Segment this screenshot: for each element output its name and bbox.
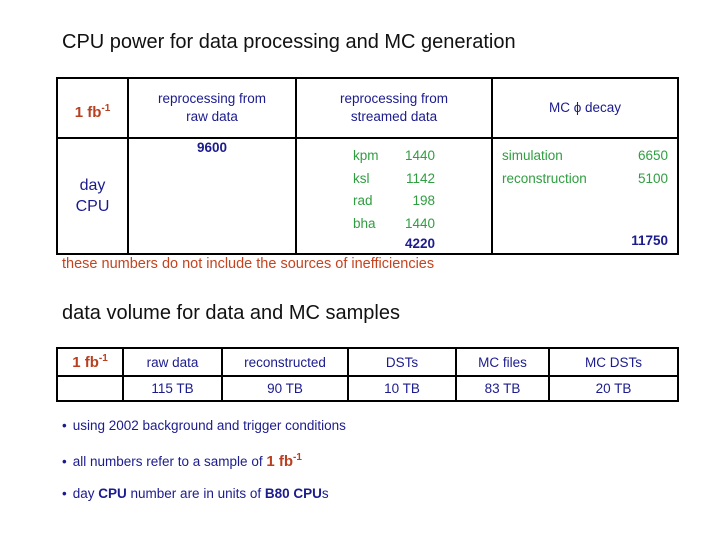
luminosity-unit: 1 fb-1	[266, 452, 302, 470]
luminosity-unit: 1 fb-1	[72, 353, 108, 371]
process-value: 1440	[404, 148, 435, 163]
header-reprocessing-streamed: reprocessing from streamed data	[295, 77, 493, 139]
process-label: kpm	[353, 148, 379, 163]
breakdown-row: ksl 1142	[353, 168, 435, 191]
header-mc-phi-decay: MC ϕ decay	[491, 77, 679, 139]
cpu-table-header-row: 1 fb-1 reprocessing from raw data reproc…	[56, 77, 679, 139]
mc-breakdown: simulation 6650 reconstruction 5100 1175…	[502, 145, 668, 249]
unit-base: 1 fb	[74, 104, 102, 121]
dsts-volume: 10 TB	[347, 375, 457, 402]
breakdown-row: reconstruction 5100	[502, 168, 668, 191]
bullet-text: s	[321, 486, 329, 501]
process-label: bha	[353, 215, 376, 231]
process-value: 5100	[637, 170, 668, 186]
header-mc-dsts: MC DSTs	[548, 347, 679, 377]
bullet-cpu-units: • day CPU number are in units of B80 CPUs	[62, 485, 346, 502]
empty-cell	[56, 375, 124, 402]
unit-base: 1 fb	[266, 453, 293, 470]
bullet-background-conditions: • using 2002 background and trigger condi…	[62, 417, 346, 434]
bullet-text: using 2002 background and trigger condit…	[72, 418, 346, 433]
bullet-marker: •	[62, 486, 67, 501]
footnotes: • using 2002 background and trigger condi…	[62, 417, 346, 517]
volume-table-value-row: 115 TB 90 TB 10 TB 83 TB 20 TB	[56, 375, 679, 402]
inefficiency-note: these numbers do not include the sources…	[62, 256, 435, 272]
mc-dsts-volume: 20 TB	[548, 375, 679, 402]
header-raw-data: raw data	[122, 347, 223, 377]
cpu-table: 1 fb-1 reprocessing from raw data reproc…	[56, 77, 679, 255]
bullet-marker: •	[62, 454, 67, 469]
process-value: 1142	[405, 170, 435, 186]
section-title-data-volume: data volume for data and MC samples	[62, 302, 400, 324]
breakdown-row: kpm 1440	[353, 145, 435, 168]
header-dsts: DSTs	[347, 347, 457, 377]
bullet-marker: •	[62, 418, 67, 433]
reconstructed-volume: 90 TB	[221, 375, 349, 402]
bullet-text-bold: CPU	[98, 486, 127, 501]
cpu-table-unit-cell: 1 fb-1	[56, 77, 129, 139]
raw-data-volume: 115 TB	[122, 375, 223, 402]
process-value: 6650	[637, 148, 668, 163]
header-reprocessing-raw: reprocessing from raw data	[127, 77, 297, 139]
raw-total: 9600	[196, 140, 228, 155]
streamed-breakdown: kpm 1440 ksl 1142 rad 198 bha 1440	[353, 145, 435, 251]
breakdown-row: bha 1440	[353, 213, 435, 236]
streamed-total: 4220	[404, 236, 435, 251]
mc-total: 11750	[631, 233, 668, 248]
mc-decay-cell: simulation 6650 reconstruction 5100 1175…	[491, 137, 679, 255]
process-label: reconstruction	[502, 170, 587, 186]
volume-table-unit-cell: 1 fb-1	[56, 347, 124, 377]
header-mc-files: MC files	[455, 347, 550, 377]
bullet-text: day	[72, 486, 99, 501]
streamed-data-cell: kpm 1440 ksl 1142 rad 198 bha 1440	[295, 137, 493, 255]
volume-table-header-row: 1 fb-1 raw data reconstructed DSTs MC fi…	[56, 347, 679, 377]
process-value: 1440	[404, 215, 435, 231]
slide-title: CPU power for data processing and MC gen…	[62, 31, 516, 53]
bullet-sample-size: • all numbers refer to a sample of 1 fb-1	[62, 449, 346, 470]
unit-exponent: -1	[293, 452, 302, 463]
data-volume-table: 1 fb-1 raw data reconstructed DSTs MC fi…	[56, 347, 679, 402]
header-reconstructed: reconstructed	[221, 347, 349, 377]
unit-base: 1 fb	[72, 354, 99, 371]
process-label: rad	[353, 193, 373, 208]
day-cpu-label: day CPU	[56, 137, 129, 255]
bullet-text: all numbers refer to a sample of	[72, 454, 267, 469]
mc-files-volume: 83 TB	[455, 375, 550, 402]
cpu-table-body-row: day CPU 9600 kpm 1440 ksl 1142 rad	[56, 137, 679, 255]
luminosity-unit: 1 fb-1	[74, 103, 111, 121]
process-value: 198	[412, 193, 435, 208]
spacer	[502, 190, 668, 232]
bullet-text: number are in units of	[126, 486, 265, 501]
raw-data-cell: 9600	[127, 137, 297, 255]
process-label: ksl	[353, 170, 370, 186]
unit-exponent: -1	[98, 353, 108, 364]
breakdown-row: rad 198	[353, 190, 435, 213]
unit-exponent: -1	[101, 103, 111, 114]
bullet-text-bold: B80 CPU	[264, 486, 322, 501]
breakdown-row: simulation 6650	[502, 145, 668, 168]
process-label: simulation	[502, 148, 563, 163]
